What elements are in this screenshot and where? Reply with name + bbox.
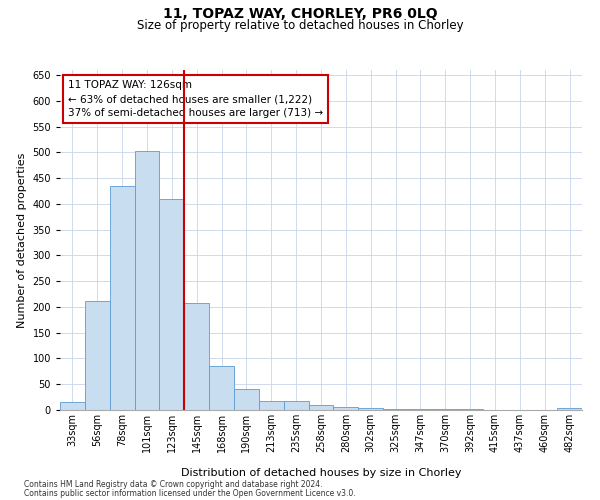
Text: Contains public sector information licensed under the Open Government Licence v3: Contains public sector information licen…	[24, 488, 356, 498]
Bar	[358, 408, 383, 410]
Bar	[110, 186, 134, 410]
Bar	[557, 408, 582, 410]
Bar	[284, 400, 308, 410]
Bar	[259, 400, 284, 410]
Text: Distribution of detached houses by size in Chorley: Distribution of detached houses by size …	[181, 468, 461, 477]
Bar	[134, 151, 160, 410]
Bar	[234, 390, 259, 410]
Bar	[184, 304, 209, 410]
Bar	[209, 366, 234, 410]
Bar	[334, 407, 358, 410]
Text: Contains HM Land Registry data © Crown copyright and database right 2024.: Contains HM Land Registry data © Crown c…	[24, 480, 323, 489]
Text: 11, TOPAZ WAY, CHORLEY, PR6 0LQ: 11, TOPAZ WAY, CHORLEY, PR6 0LQ	[163, 8, 437, 22]
Bar	[308, 405, 334, 410]
Bar	[160, 199, 184, 410]
Bar	[60, 402, 85, 410]
Text: Size of property relative to detached houses in Chorley: Size of property relative to detached ho…	[137, 18, 463, 32]
Y-axis label: Number of detached properties: Number of detached properties	[17, 152, 27, 328]
Text: 11 TOPAZ WAY: 126sqm
← 63% of detached houses are smaller (1,222)
37% of semi-de: 11 TOPAZ WAY: 126sqm ← 63% of detached h…	[68, 80, 323, 118]
Bar	[85, 301, 110, 410]
